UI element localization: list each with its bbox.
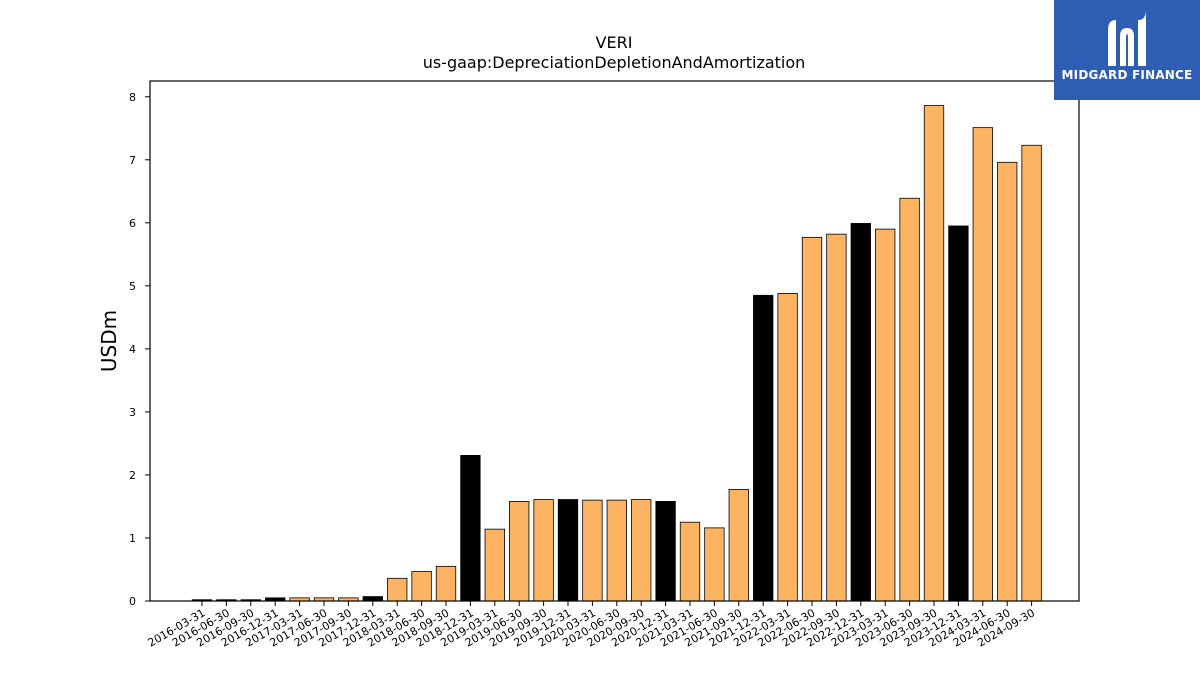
bar-2022-03-31 (777, 293, 798, 602)
bar-2017-12-31 (362, 596, 383, 602)
y-tick-label: 2 (129, 469, 136, 482)
y-tick-label: 6 (129, 217, 136, 230)
bar-2021-03-31 (679, 521, 701, 602)
y-tick-label: 0 (129, 595, 136, 608)
bars-group (191, 105, 1042, 602)
bar-2022-06-30 (801, 236, 823, 602)
plot-frame (149, 80, 1080, 602)
bar-2019-09-30 (533, 499, 554, 602)
y-tick-label: 8 (129, 91, 136, 104)
bar-2024-06-30 (997, 161, 1018, 602)
bar-2023-06-30 (899, 197, 920, 602)
y-tick-label: 1 (129, 532, 136, 545)
bar-2021-06-30 (704, 527, 725, 602)
logo-text: MIDGARD FINANCE (1061, 68, 1193, 82)
midgard-logo: MIDGARD FINANCE (1054, 0, 1200, 100)
bar-2021-09-30 (728, 489, 749, 602)
y-tick-label: 4 (129, 343, 136, 356)
bar-2018-06-30 (411, 570, 432, 602)
bar-2018-03-31 (387, 577, 408, 602)
bar-2024-03-31 (972, 127, 993, 602)
x-axis: 2016-03-312016-06-302016-09-302016-12-31… (146, 601, 1037, 650)
bar-2019-03-31 (484, 528, 505, 602)
bar-2023-09-30 (923, 105, 945, 602)
bar-2020-06-30 (606, 499, 627, 602)
bar-2022-12-31 (850, 223, 871, 602)
bar-2018-12-31 (460, 454, 481, 602)
bar-2019-06-30 (509, 501, 530, 602)
midgard-logo-icon (1108, 10, 1146, 66)
bar-2021-12-31 (753, 294, 774, 602)
chart-subtitle: us-gaap:DepreciationDepletionAndAmortiza… (423, 53, 806, 72)
chart-title: VERI (596, 33, 633, 52)
bar-2020-09-30 (631, 499, 652, 602)
bar-2020-12-31 (655, 501, 676, 602)
bar-2024-09-30 (1021, 144, 1042, 602)
y-tick-label: 5 (129, 280, 136, 293)
bar-2022-09-30 (826, 233, 847, 602)
bar-2023-12-31 (948, 225, 969, 602)
y-axis-label: USDm (97, 310, 121, 372)
y-tick-label: 3 (129, 406, 136, 419)
bar-2019-12-31 (557, 499, 579, 602)
y-axis: 0 1 2 3 4 5 6 7 8 (129, 91, 150, 608)
bar-2023-03-31 (875, 228, 896, 602)
y-tick-label: 7 (129, 154, 136, 167)
bar-2020-03-31 (582, 499, 603, 602)
bar-2018-09-30 (435, 565, 457, 602)
